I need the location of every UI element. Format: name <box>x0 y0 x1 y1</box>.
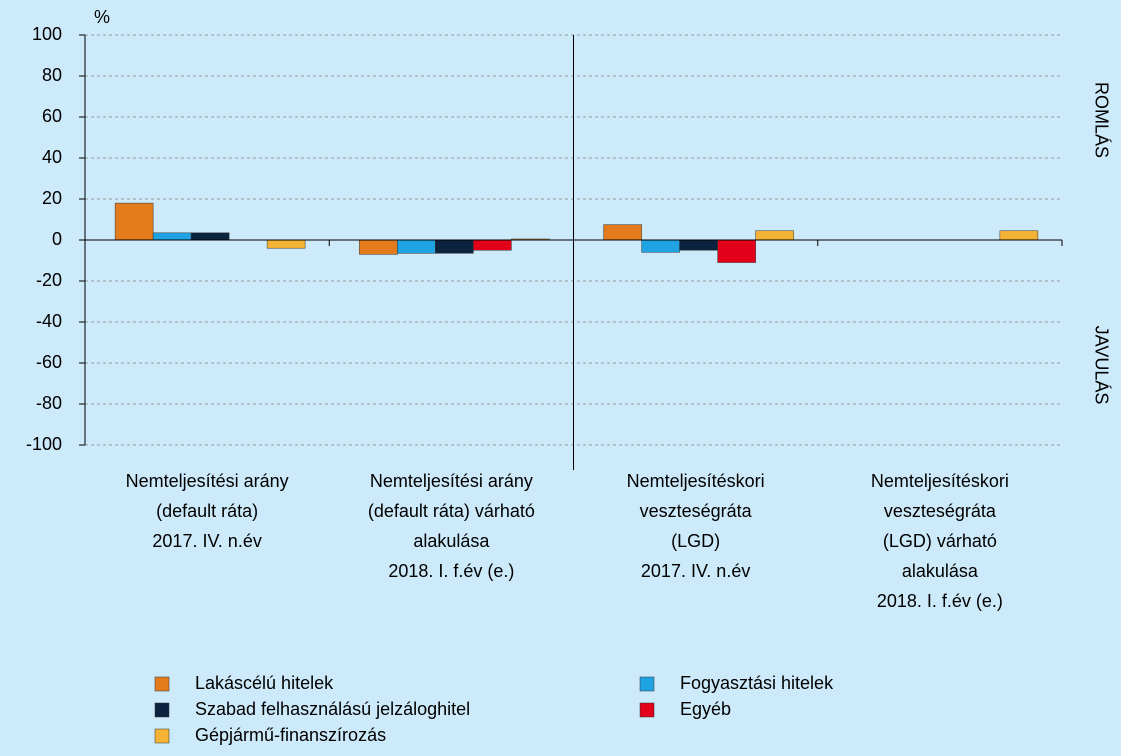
y-tick-label: -80 <box>36 393 62 413</box>
x-tick-label: 2017. IV. n.év <box>641 561 750 581</box>
bar <box>717 239 756 263</box>
x-tick-label: Nemteljesítési arány <box>370 471 533 491</box>
y-tick-label: -20 <box>36 270 62 290</box>
legend-swatch <box>639 676 655 692</box>
bar <box>190 232 230 241</box>
x-tick-label: Nemteljesítéskori <box>871 471 1009 491</box>
y-tick-label: -60 <box>36 352 62 372</box>
x-tick-label: veszteségráta <box>884 501 997 521</box>
x-tick-label: veszteségráta <box>640 501 753 521</box>
y-tick-label: -40 <box>36 311 62 331</box>
y-tick-label: -100 <box>26 434 62 454</box>
bar <box>266 239 306 249</box>
x-tick-label: (LGD) <box>671 531 720 551</box>
bar <box>755 230 794 241</box>
x-tick-label: 2017. IV. n.év <box>152 531 261 551</box>
x-tick-label: Nemteljesítéskori <box>627 471 765 491</box>
side-label-bottom: JAVULÁS <box>1091 326 1111 405</box>
y-tick-label: 40 <box>42 147 62 167</box>
x-tick-label: alakulása <box>902 561 979 581</box>
bar <box>435 239 474 254</box>
legend-label: Szabad felhasználású jelzáloghitel <box>195 699 470 719</box>
legend-swatch <box>154 676 170 692</box>
bar <box>473 239 512 251</box>
x-tick-label: Nemteljesítési arány <box>126 471 289 491</box>
x-tick-label: (LGD) várható <box>883 531 997 551</box>
bar <box>152 232 192 241</box>
bar <box>999 230 1039 241</box>
y-tick-label: 0 <box>52 229 62 249</box>
x-tick-label: 2018. I. f.év (e.) <box>388 561 514 581</box>
legend-label: Gépjármű-finanszírozás <box>195 725 386 745</box>
bar <box>641 239 680 253</box>
y-tick-label: 20 <box>42 188 62 208</box>
legend-swatch <box>154 728 170 744</box>
bar <box>359 239 398 255</box>
side-label-top: ROMLÁS <box>1091 82 1111 158</box>
y-tick-label: 100 <box>32 24 62 44</box>
y-unit: % <box>94 7 110 27</box>
legend-label: Fogyasztási hitelek <box>680 673 834 693</box>
y-tick-label: 60 <box>42 106 62 126</box>
bar <box>603 224 642 241</box>
bar <box>397 239 436 254</box>
legend-label: Egyéb <box>680 699 731 719</box>
x-tick-label: (default ráta) <box>156 501 258 521</box>
x-tick-label: (default ráta) várható <box>368 501 535 521</box>
x-tick-label: 2018. I. f.év (e.) <box>877 591 1003 611</box>
legend-swatch <box>154 702 170 718</box>
y-tick-label: 80 <box>42 65 62 85</box>
bar <box>679 239 718 251</box>
legend-swatch <box>639 702 655 718</box>
bar <box>114 202 154 241</box>
legend-label: Lakáscélú hitelek <box>195 673 334 693</box>
x-tick-label: alakulása <box>413 531 490 551</box>
